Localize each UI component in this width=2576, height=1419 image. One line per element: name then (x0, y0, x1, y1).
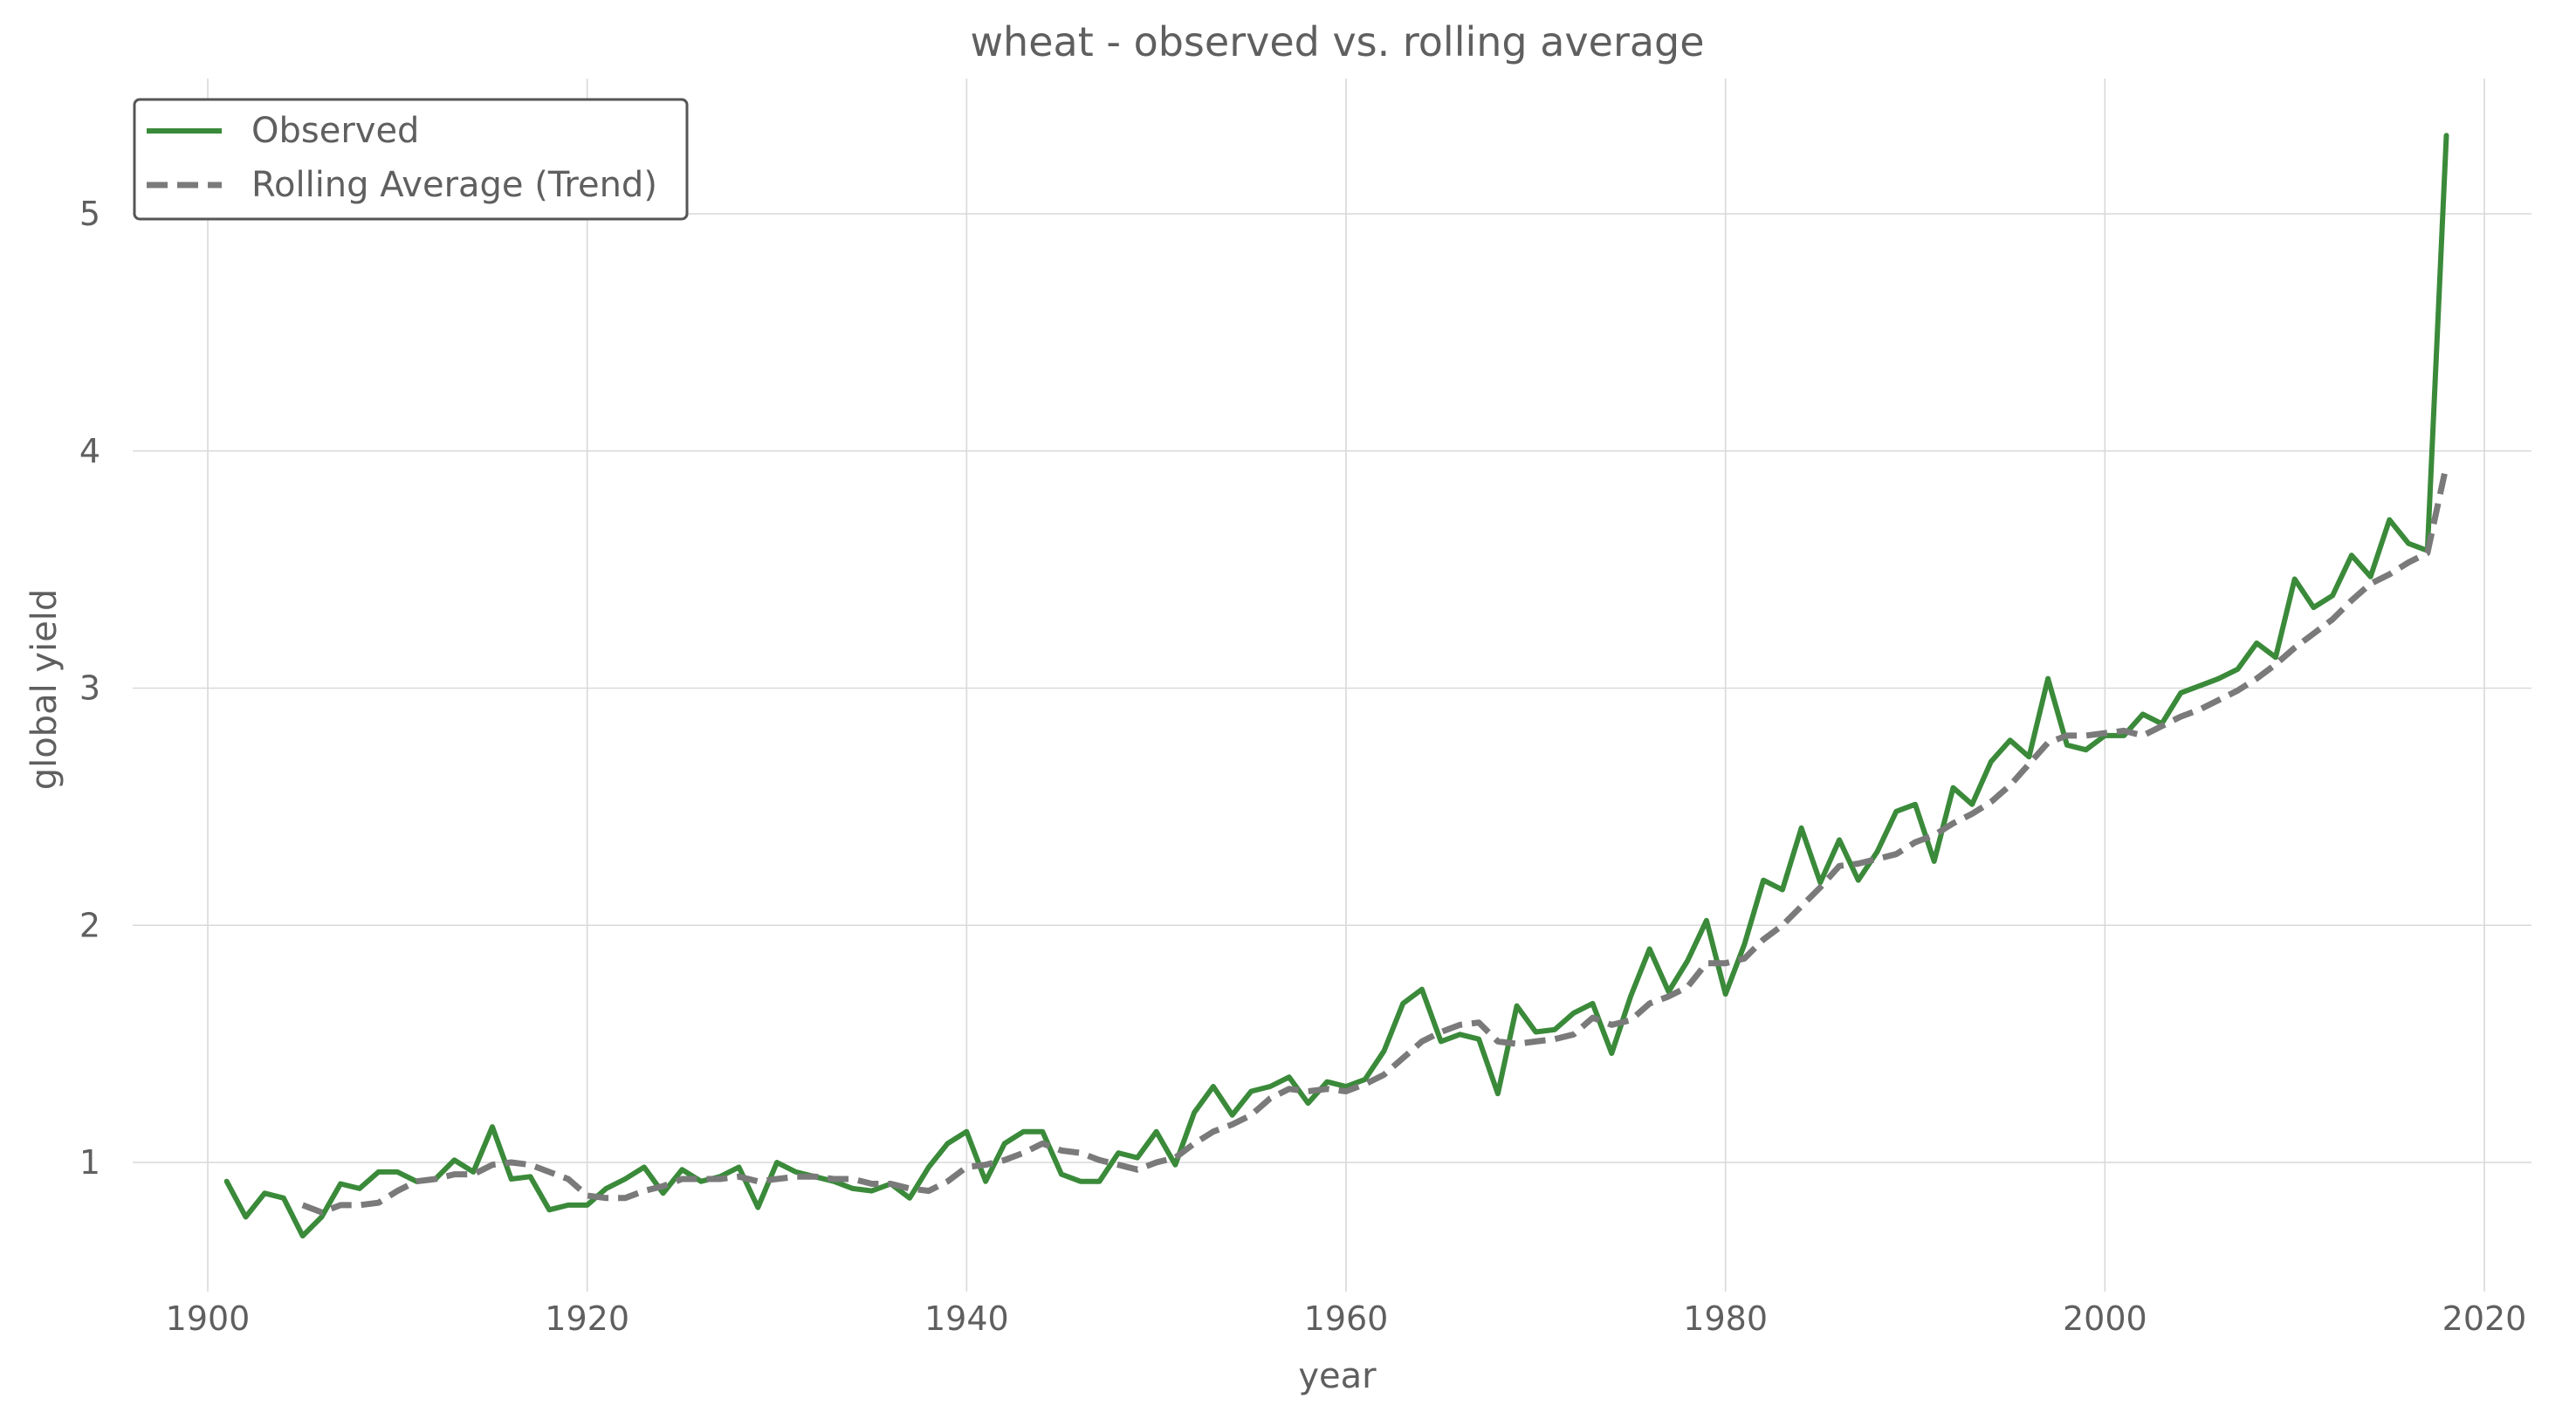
x-tick-label: 2020 (2442, 1299, 2527, 1338)
legend-rolling-average-label: Rolling Average (Trend) (251, 165, 657, 205)
y-axis-ticks: 1 2 3 4 5 (79, 195, 100, 1182)
x-tick-label: 2000 (2063, 1299, 2147, 1338)
y-tick-label: 4 (79, 432, 100, 470)
x-tick-label: 1900 (166, 1299, 251, 1338)
grid (133, 79, 2531, 1292)
legend: Observed Rolling Average (Trend) (133, 98, 689, 221)
y-tick-label: 3 (79, 669, 100, 708)
chart-title: wheat - observed vs. rolling average (970, 18, 1704, 65)
series-lines (223, 133, 2449, 1239)
x-axis-label: year (1298, 1356, 1377, 1396)
x-tick-label: 1920 (545, 1299, 629, 1338)
rolling-average-series-line (301, 464, 2449, 1216)
x-tick-label: 1980 (1683, 1299, 1768, 1338)
x-tick-label: 1940 (924, 1299, 1009, 1338)
y-axis-label: global yield (24, 589, 65, 791)
observed-series-line (223, 133, 2449, 1239)
x-axis-ticks: 1900 1920 1940 1960 1980 2000 2020 (166, 1299, 2527, 1338)
y-tick-label: 5 (79, 195, 100, 233)
x-tick-label: 1960 (1304, 1299, 1389, 1338)
legend-observed-label: Observed (251, 111, 419, 151)
y-tick-label: 2 (79, 906, 100, 944)
legend-box (133, 98, 689, 221)
y-tick-label: 1 (79, 1143, 100, 1182)
